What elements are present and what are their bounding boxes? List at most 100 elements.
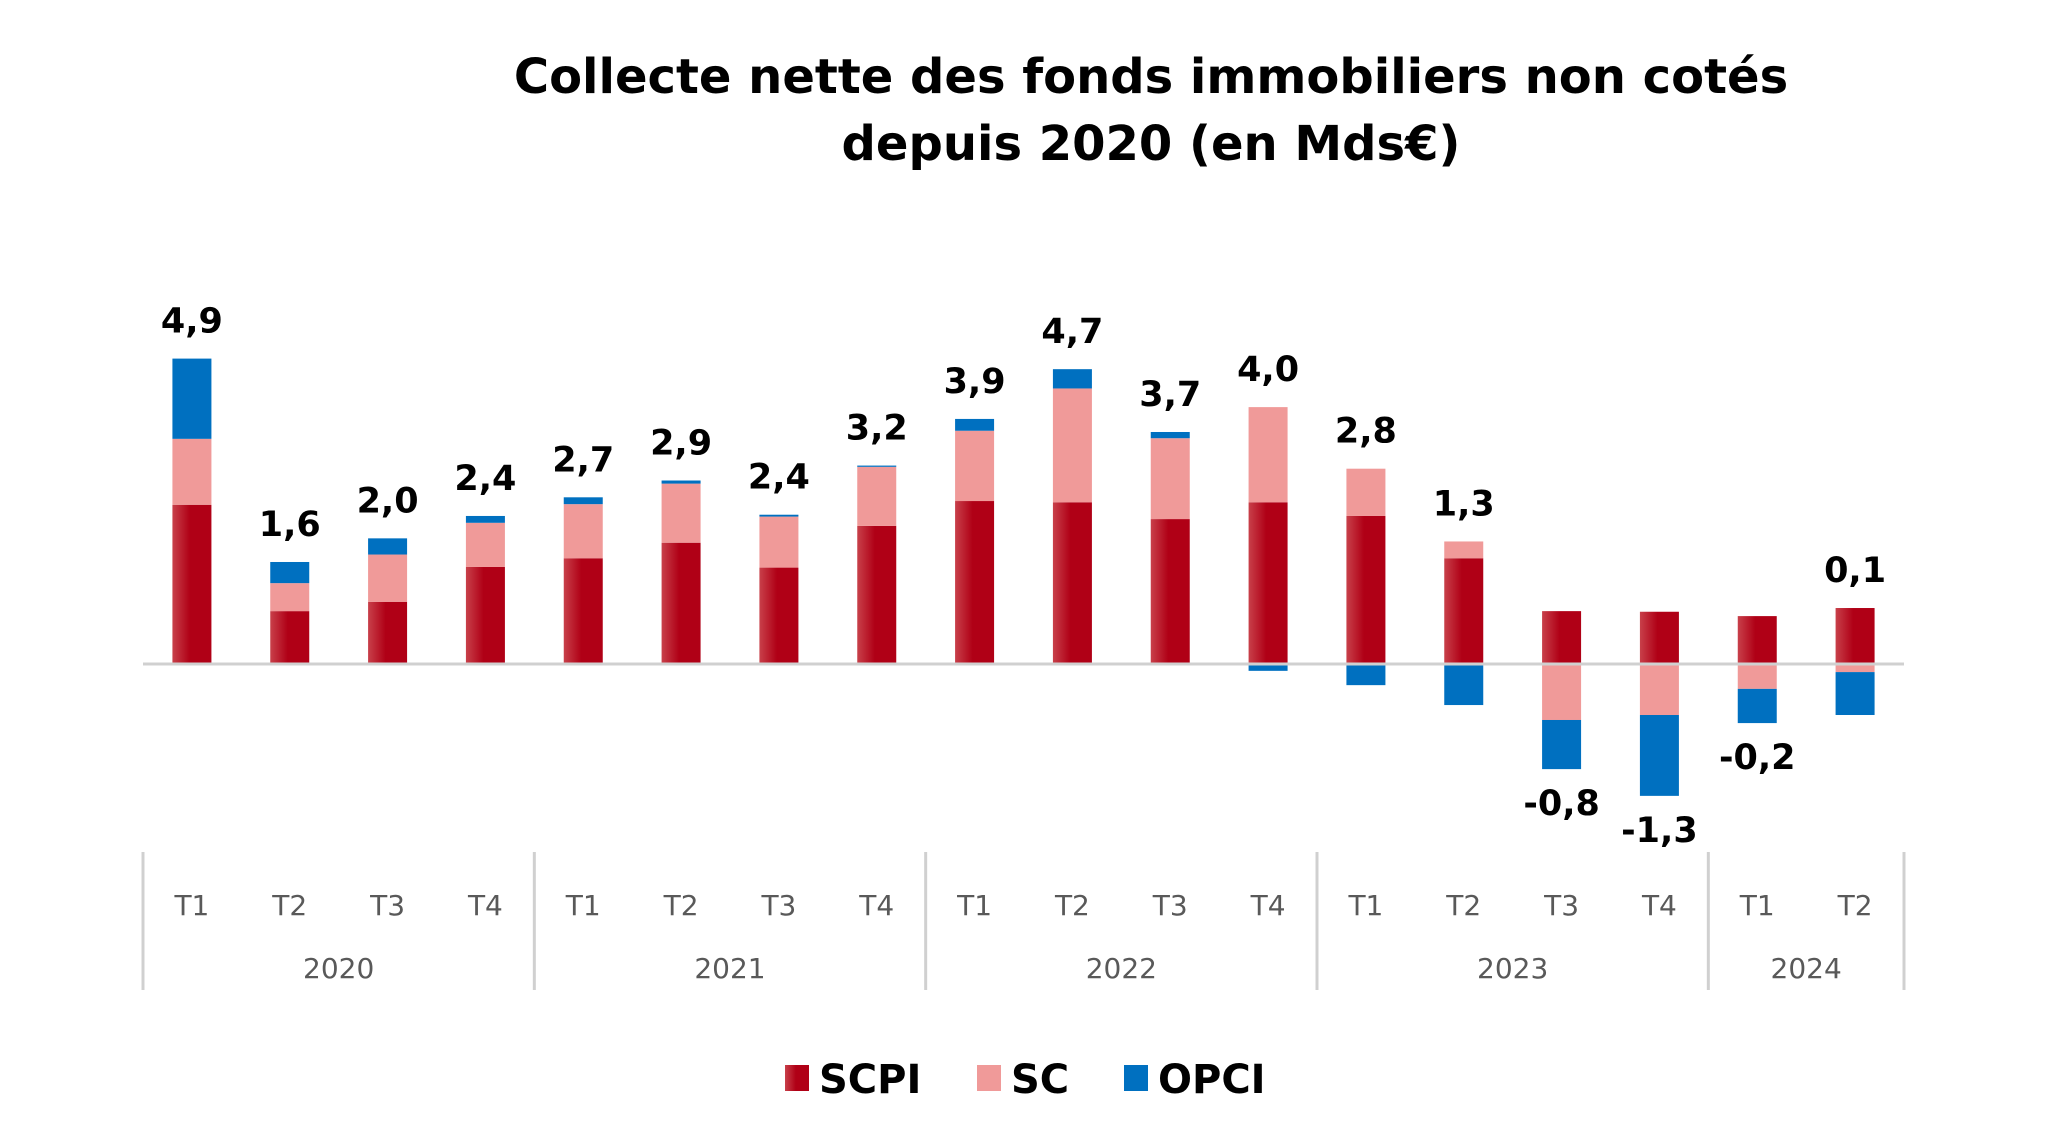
quarter-tick-label: T2 xyxy=(271,889,307,922)
data-label: 0,1 xyxy=(1824,551,1886,591)
data-label: 2,8 xyxy=(1335,412,1397,452)
legend-swatch xyxy=(977,1065,1001,1091)
year-group-label: 2021 xyxy=(694,952,765,985)
bar-segment-opci xyxy=(955,418,995,431)
bar-segment-sc xyxy=(1639,664,1679,716)
quarter-tick-label: T2 xyxy=(1054,889,1090,922)
bar-segment-sc xyxy=(1542,664,1582,720)
legend-label: SC xyxy=(1011,1057,1069,1103)
quarter-tick-label: T1 xyxy=(956,889,992,922)
bar-segment-sc xyxy=(368,554,408,602)
bar-segment-scpi xyxy=(1737,616,1777,664)
data-label: 2,0 xyxy=(357,481,419,521)
year-group-label: 2022 xyxy=(1086,952,1157,985)
bar-segment-opci xyxy=(270,561,310,584)
bar-segment-sc xyxy=(1737,664,1777,689)
bar-segment-scpi xyxy=(1542,611,1582,664)
bar-segment-opci xyxy=(563,497,603,505)
year-group-label: 2020 xyxy=(303,952,374,985)
quarter-tick-label: T1 xyxy=(1739,889,1775,922)
data-label: -0,8 xyxy=(1523,784,1600,824)
data-label: 1,6 xyxy=(259,505,321,545)
quarter-tick-label: T3 xyxy=(1543,889,1579,922)
bar-segment-scpi xyxy=(1835,608,1875,664)
legend-label: OPCI xyxy=(1158,1057,1266,1103)
legend: SCPI SC OPCI xyxy=(785,1057,1266,1103)
bar-segment-sc xyxy=(1346,468,1386,516)
bar-segment-opci xyxy=(172,358,212,439)
bar-segment-scpi xyxy=(955,501,995,664)
legend-item-scpi: SCPI xyxy=(785,1057,921,1103)
bar-segment-sc xyxy=(1835,664,1875,673)
bar-segment-sc xyxy=(1444,541,1484,559)
quarter-tick-label: T4 xyxy=(1250,889,1286,922)
data-label: 4,7 xyxy=(1041,312,1103,352)
bar-segment-scpi xyxy=(1444,558,1484,664)
legend-item-sc: SC xyxy=(977,1057,1069,1103)
legend-label: SCPI xyxy=(819,1057,921,1103)
bar-segment-opci xyxy=(1835,672,1875,716)
bar-segment-scpi xyxy=(1639,611,1679,664)
bar-segment-sc xyxy=(1248,407,1288,503)
bar-segment-opci xyxy=(759,514,799,517)
bar-segment-sc xyxy=(563,504,603,559)
bar-segment-opci xyxy=(1346,664,1386,686)
bars-layer xyxy=(172,358,1875,796)
bar-segment-sc xyxy=(661,483,701,543)
bar-segment-sc xyxy=(1150,438,1190,520)
bar-segment-opci xyxy=(465,515,505,523)
bar-segment-scpi xyxy=(1052,502,1092,664)
chart-title-line-1: Collecte nette des fonds immobiliers non… xyxy=(514,49,1788,105)
quarter-tick-label: T1 xyxy=(1347,889,1383,922)
chart-title-line-2: depuis 2020 (en Mds€) xyxy=(842,116,1461,172)
legend-swatch xyxy=(1124,1065,1148,1091)
quarter-tick-label: T1 xyxy=(173,889,209,922)
bar-segment-opci xyxy=(1542,719,1582,770)
legend-item-opci: OPCI xyxy=(1124,1057,1266,1103)
quarter-tick-label: T3 xyxy=(369,889,405,922)
quarter-tick-label: T3 xyxy=(760,889,796,922)
data-label: 2,4 xyxy=(454,459,516,499)
bar-segment-scpi xyxy=(563,558,603,664)
quarter-tick-label: T4 xyxy=(467,889,503,922)
bar-segment-sc xyxy=(270,583,310,612)
data-label: -1,3 xyxy=(1621,811,1698,851)
legend-swatch xyxy=(785,1065,809,1091)
quarter-tick-label: T2 xyxy=(1837,889,1873,922)
data-label: 3,7 xyxy=(1139,375,1201,415)
bar-segment-sc xyxy=(1052,388,1092,503)
bar-segment-scpi xyxy=(1248,502,1288,664)
bar-segment-scpi xyxy=(1346,515,1386,664)
year-group-label: 2023 xyxy=(1477,952,1548,985)
bar-segment-scpi xyxy=(270,611,310,664)
bar-segment-opci xyxy=(857,465,897,467)
bar-segment-scpi xyxy=(1150,519,1190,664)
data-label: -0,2 xyxy=(1719,738,1796,778)
chart-title: Collecte nette des fonds immobiliers non… xyxy=(514,49,1788,172)
bar-segment-opci xyxy=(1248,664,1288,671)
x-axis: T1 T2 T3 T4 2020 T1 T2 T3 T4 2021 T1 T2 T3 T4 2022 T1 T2… xyxy=(141,852,1906,990)
data-label: 4,0 xyxy=(1237,350,1299,390)
bar-segment-sc xyxy=(955,430,995,502)
bar-segment-opci xyxy=(368,538,408,555)
bar-segment-scpi xyxy=(759,567,799,664)
bar-segment-sc xyxy=(857,466,897,526)
year-group-label: 2024 xyxy=(1771,952,1842,985)
bar-segment-scpi xyxy=(172,504,212,664)
quarter-tick-label: T1 xyxy=(565,889,601,922)
data-label: 2,4 xyxy=(748,458,810,498)
quarter-tick-label: T4 xyxy=(1641,889,1677,922)
data-label: 3,2 xyxy=(846,409,908,449)
data-label: 1,3 xyxy=(1433,484,1495,524)
quarter-tick-label: T2 xyxy=(1445,889,1481,922)
bar-segment-scpi xyxy=(857,525,897,664)
data-label: 4,9 xyxy=(161,302,223,342)
bar-segment-opci xyxy=(1444,664,1484,706)
bar-segment-scpi xyxy=(661,542,701,664)
bar-segment-sc xyxy=(172,438,212,505)
bar-segment-scpi xyxy=(465,566,505,664)
quarter-tick-label: T2 xyxy=(663,889,699,922)
bar-segment-opci xyxy=(1737,688,1777,724)
bar-segment-scpi xyxy=(368,601,408,664)
